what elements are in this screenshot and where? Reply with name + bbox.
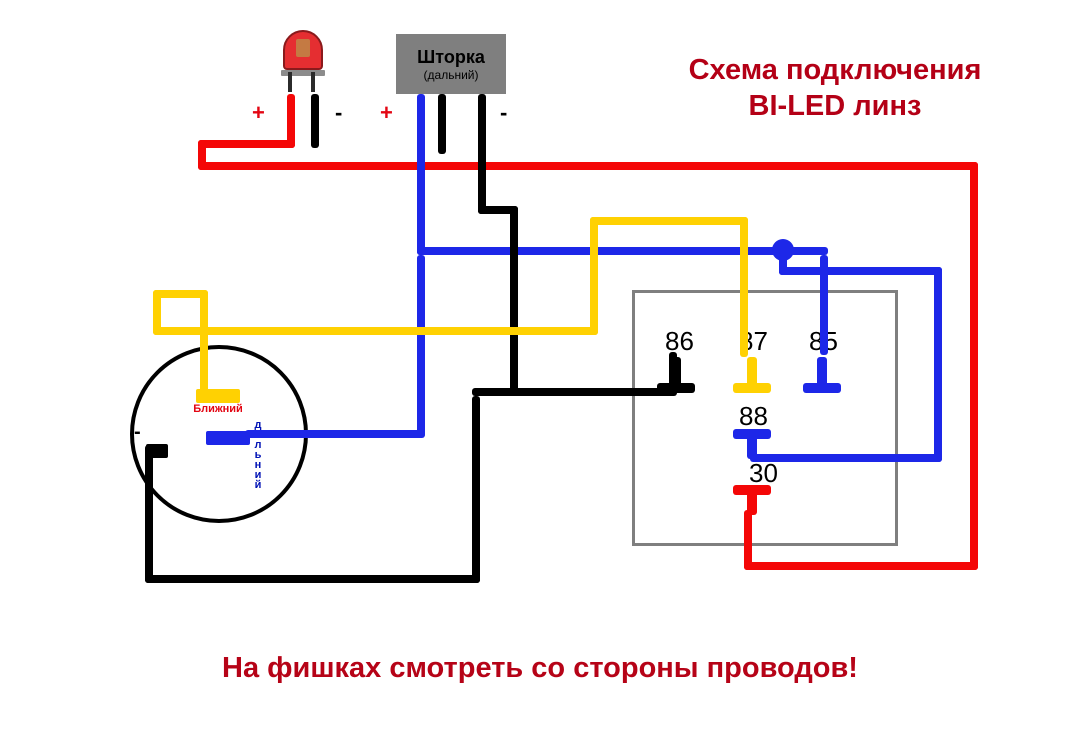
wire-yellow-1d	[153, 327, 598, 335]
wire-black-sh1	[438, 94, 446, 154]
wire-black-bus3b	[472, 388, 518, 396]
shutter-minus: -	[500, 100, 507, 126]
wire-yellow-1	[200, 290, 208, 398]
wire-black-sh2e	[669, 352, 677, 396]
wire-blue-6	[245, 430, 425, 438]
led-leg-left	[288, 72, 292, 92]
wire-black-sh2c	[510, 206, 518, 396]
relay-box: 86 87 85 88 30	[632, 290, 898, 546]
wire-red-5	[970, 162, 978, 570]
wire-blue-3b	[779, 267, 942, 275]
led-inner	[296, 39, 310, 57]
wire-blue-3c	[934, 267, 942, 462]
relay-label-88: 88	[739, 401, 768, 432]
wire-red-4	[198, 162, 978, 170]
footer-note: На фишках смотреть со стороны проводов!	[0, 652, 1080, 685]
wire-black-bus3	[472, 396, 480, 583]
wire-red-2	[198, 140, 295, 148]
wire-blue-3d	[750, 454, 942, 462]
wire-red-7	[744, 510, 752, 570]
wire-blue-4	[820, 255, 828, 355]
shutter-box: Шторка (дальний)	[396, 34, 506, 94]
wire-yellow-1f	[590, 217, 748, 225]
wire-black-sh2d	[510, 388, 675, 396]
conn-label-near: Ближний	[186, 404, 250, 415]
shutter-label-sub: (дальний)	[424, 68, 479, 82]
wire-yellow-1b	[153, 290, 208, 298]
diagram-title: Схема подключения BI-LED линз	[620, 52, 1050, 125]
wire-black-sh2	[478, 94, 486, 214]
shutter-label-main: Шторка	[417, 47, 485, 68]
wire-yellow-1g	[740, 217, 748, 357]
led-leg-right	[311, 72, 315, 92]
conn-label-minus: -	[134, 422, 141, 442]
wire-blue-1	[417, 94, 425, 255]
wire-blue-2	[417, 247, 784, 255]
led-icon	[275, 30, 330, 95]
wire-blue-5	[417, 255, 425, 437]
wire-yellow-1e	[590, 217, 598, 335]
wire-blue-4b	[779, 247, 828, 255]
wire-black-led1	[311, 94, 319, 148]
led-dome	[283, 30, 323, 70]
title-line-1: Схема подключения	[689, 54, 982, 86]
led-plus: +	[252, 100, 265, 126]
diagram-canvas: Схема подключения BI-LED линз Шторка (да…	[0, 0, 1080, 730]
shutter-plus: +	[380, 100, 393, 126]
wire-black-bus1	[145, 445, 153, 583]
conn-tab-far	[206, 431, 250, 445]
led-minus: -	[335, 100, 342, 126]
title-line-2: BI-LED линз	[749, 90, 922, 122]
wire-red-6	[744, 562, 978, 570]
wire-black-bus2	[145, 575, 480, 583]
